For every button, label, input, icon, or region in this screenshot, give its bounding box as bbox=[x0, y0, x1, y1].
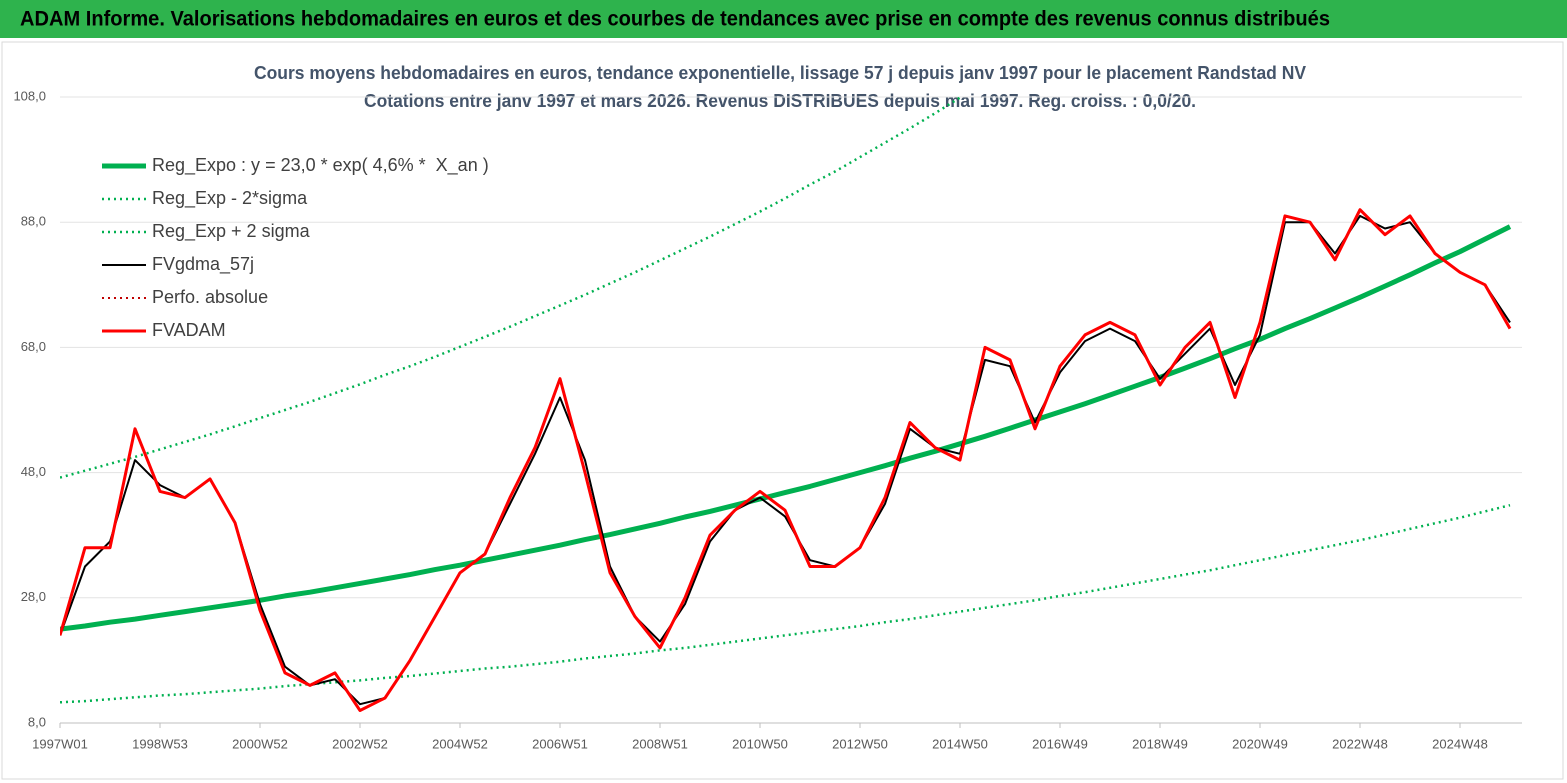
legend-label: FVgdma_57j bbox=[152, 254, 254, 275]
series-line bbox=[60, 224, 1512, 632]
x-tick-label: 2024W48 bbox=[1432, 736, 1488, 751]
series-line bbox=[60, 208, 1512, 712]
x-tick-label: 2006W51 bbox=[532, 736, 588, 751]
subtitle: Cotations entre janv 1997 et mars 2026. … bbox=[364, 91, 1196, 111]
chart-title: ADAM Informe. Valorisations hebdomadaire… bbox=[20, 8, 1330, 31]
x-tick-label: 2016W49 bbox=[1032, 736, 1088, 751]
legend-label: Reg_Exp + 2 sigma bbox=[152, 221, 311, 242]
x-tick-label: 2020W49 bbox=[1232, 736, 1288, 751]
legend-label: Reg_Exp - 2*sigma bbox=[152, 188, 308, 209]
x-tick-label: 2008W51 bbox=[632, 736, 688, 751]
series-line bbox=[60, 214, 1511, 706]
legend-label: Reg_Expo : y = 23,0 * exp( 4,6% * X_an ) bbox=[152, 155, 489, 176]
x-tick-label: 2010W50 bbox=[732, 736, 788, 751]
plot-area bbox=[60, 97, 1512, 712]
x-tick-label: 2002W52 bbox=[332, 736, 388, 751]
y-tick-label: 28,0 bbox=[21, 589, 46, 604]
legend-label: Perfo. absolue bbox=[152, 287, 268, 307]
y-tick-label: 48,0 bbox=[21, 464, 46, 479]
x-tick-label: 2004W52 bbox=[432, 736, 488, 751]
x-tick-label: 1997W01 bbox=[32, 736, 88, 751]
legend-label: FVADAM bbox=[152, 320, 226, 340]
x-tick-label: 2000W52 bbox=[232, 736, 288, 751]
y-tick-label: 8,0 bbox=[28, 714, 46, 729]
x-tick-label: 2022W48 bbox=[1332, 736, 1388, 751]
subtitle: Cours moyens hebdomadaires en euros, ten… bbox=[254, 63, 1306, 83]
series-line bbox=[60, 97, 964, 479]
title-bar bbox=[0, 0, 1567, 38]
x-tick-label: 2018W49 bbox=[1132, 736, 1188, 751]
y-tick-label: 108,0 bbox=[13, 88, 46, 103]
x-tick-label: 2012W50 bbox=[832, 736, 888, 751]
chart-frame bbox=[1, 41, 1564, 780]
x-tick-label: 1998W53 bbox=[132, 736, 188, 751]
y-tick-label: 88,0 bbox=[21, 214, 46, 229]
y-tick-label: 68,0 bbox=[21, 339, 46, 354]
x-tick-label: 2014W50 bbox=[932, 736, 988, 751]
